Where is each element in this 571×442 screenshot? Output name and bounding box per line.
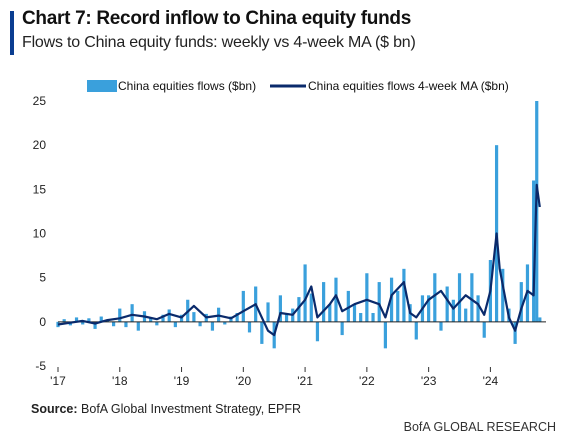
y-tick-label: 20 bbox=[33, 138, 47, 152]
x-tick-label: '19 bbox=[174, 374, 190, 388]
flow-bar bbox=[136, 321, 140, 331]
chart-canvas: China equities flows ($bn) China equitie… bbox=[33, 79, 546, 388]
flow-bar bbox=[513, 321, 517, 344]
flow-bar bbox=[74, 317, 79, 322]
y-tick-label: 15 bbox=[33, 182, 47, 196]
flow-bar bbox=[99, 316, 103, 322]
x-tick-label: '17 bbox=[50, 374, 66, 388]
legend-label-line: China equities flows 4-week MA ($bn) bbox=[308, 79, 509, 93]
flow-bar bbox=[427, 295, 431, 322]
flow-bar bbox=[241, 290, 245, 322]
flow-bar bbox=[118, 308, 122, 322]
flow-bar bbox=[433, 273, 437, 322]
x-tick-label: '18 bbox=[112, 374, 128, 388]
source-note: Source: BofA Global Investment Strategy,… bbox=[31, 402, 301, 416]
flow-bar bbox=[334, 277, 338, 322]
flow-bar bbox=[149, 317, 153, 322]
flow-bar bbox=[389, 277, 394, 322]
flow-bar bbox=[457, 273, 462, 322]
legend-swatch-bars bbox=[87, 80, 117, 92]
flow-bar bbox=[365, 273, 369, 322]
flow-bar bbox=[519, 282, 523, 322]
flow-bar bbox=[62, 319, 66, 322]
y-tick-label: 10 bbox=[33, 227, 47, 241]
flow-bar bbox=[328, 304, 332, 322]
flow-bar bbox=[303, 264, 307, 322]
flow-bar bbox=[470, 273, 474, 322]
flow-bar bbox=[371, 313, 375, 322]
flow-bar bbox=[210, 321, 215, 331]
flow-bar bbox=[260, 321, 264, 344]
source-text: BofA Global Investment Strategy, EPFR bbox=[81, 402, 302, 416]
flow-bar bbox=[396, 290, 400, 322]
source-label: Source: bbox=[31, 402, 78, 416]
flow-bar bbox=[161, 314, 165, 322]
flow-bar bbox=[439, 321, 443, 331]
flow-bar bbox=[501, 268, 505, 322]
flow-bar bbox=[322, 282, 326, 322]
x-tick-label: '22 bbox=[359, 374, 375, 388]
flow-bar bbox=[340, 321, 344, 336]
flow-bar bbox=[130, 304, 134, 322]
y-tick-label: 0 bbox=[39, 315, 46, 329]
flow-bar bbox=[315, 321, 320, 342]
flow-bar bbox=[476, 295, 480, 322]
flow-bar bbox=[402, 268, 406, 322]
moving-average-line bbox=[57, 183, 541, 337]
flow-bar bbox=[464, 308, 468, 322]
flow-bar bbox=[451, 299, 455, 322]
chart-subtitle: Flows to China equity funds: weekly vs 4… bbox=[22, 34, 416, 51]
x-tick-label: '21 bbox=[297, 374, 313, 388]
flow-bar bbox=[538, 317, 542, 322]
flow-bar bbox=[266, 302, 270, 322]
flow-bar bbox=[352, 304, 357, 322]
flow-bar bbox=[81, 321, 85, 325]
flow-bar bbox=[414, 321, 418, 340]
y-tick-label: -5 bbox=[35, 359, 46, 373]
flow-bar bbox=[532, 180, 536, 322]
flow-bar bbox=[359, 313, 363, 322]
flow-bar bbox=[278, 295, 282, 322]
y-axis: -5 0 5 10 15 20 25 bbox=[33, 94, 47, 373]
flow-bar bbox=[173, 321, 177, 328]
flow-bar bbox=[198, 321, 202, 327]
brand-label: BofA GLOBAL RESEARCH bbox=[403, 420, 556, 434]
flow-bar bbox=[124, 321, 128, 328]
title-accent-bar bbox=[10, 11, 14, 55]
flow-bar bbox=[111, 321, 116, 327]
flow-bar bbox=[167, 309, 171, 322]
x-tick-label: '20 bbox=[235, 374, 251, 388]
flow-bar bbox=[87, 318, 91, 322]
flow-bar bbox=[482, 321, 486, 338]
flow-bar bbox=[377, 282, 381, 322]
x-tick-label: '23 bbox=[421, 374, 437, 388]
flow-bar bbox=[445, 286, 449, 322]
flow-bar bbox=[346, 290, 350, 322]
legend: China equities flows ($bn) China equitie… bbox=[87, 79, 509, 93]
chart-title: Chart 7: Record inflow to China equity f… bbox=[22, 8, 411, 29]
flow-bar bbox=[297, 297, 301, 322]
flow-bar bbox=[192, 312, 196, 322]
flow-bar bbox=[155, 321, 159, 326]
flow-bar bbox=[284, 313, 289, 322]
flow-bar bbox=[247, 321, 252, 333]
x-tick-label: '24 bbox=[483, 374, 499, 388]
x-axis: '17 '18 '19 '20 '21 '22 '23 '24 bbox=[50, 367, 499, 388]
flow-bar bbox=[93, 321, 97, 329]
flow-bar bbox=[309, 293, 313, 322]
legend-label-bars: China equities flows ($bn) bbox=[118, 79, 256, 93]
bar-series bbox=[56, 101, 542, 349]
flow-bar bbox=[383, 321, 387, 349]
y-tick-label: 5 bbox=[39, 271, 46, 285]
y-tick-label: 25 bbox=[33, 94, 47, 108]
flow-bar bbox=[223, 321, 227, 325]
flow-bar bbox=[235, 313, 239, 322]
